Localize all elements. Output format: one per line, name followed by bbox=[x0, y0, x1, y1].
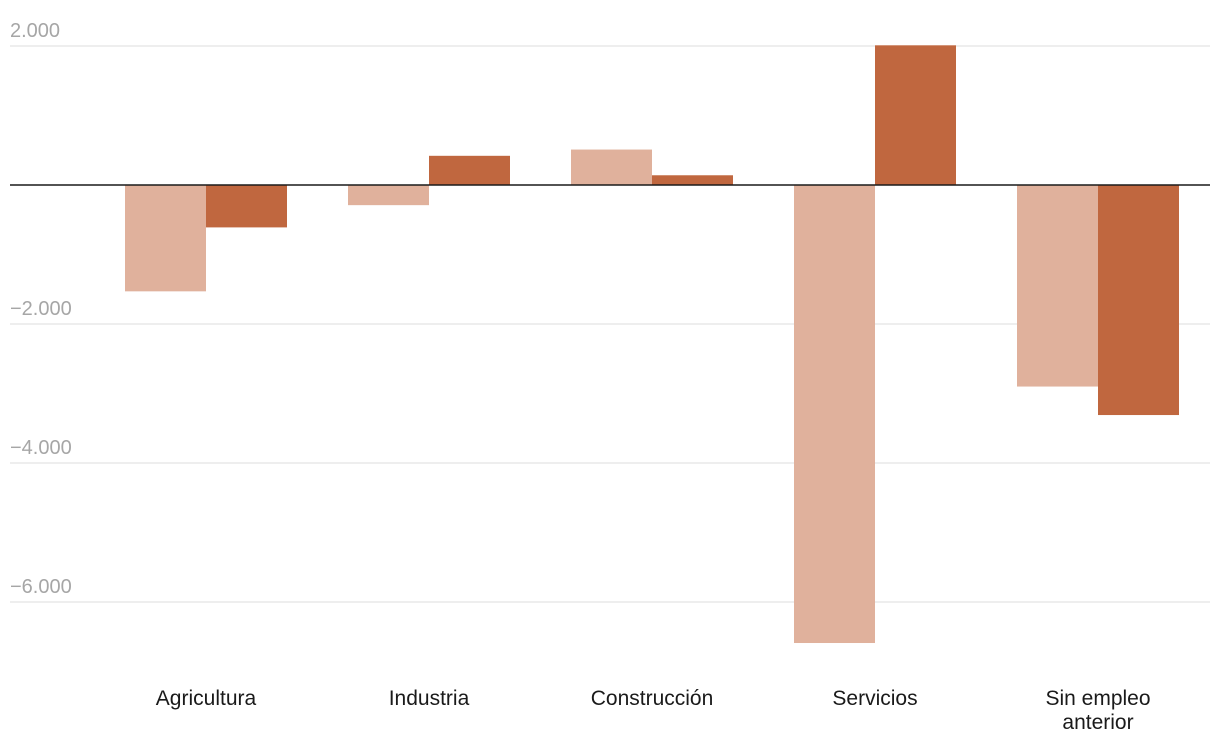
category-label-line: Industria bbox=[389, 687, 470, 710]
category-label: Sin empleo anterior bbox=[1045, 687, 1150, 734]
category-label-line: Construcción bbox=[591, 687, 714, 710]
category-label-line: anterior bbox=[1062, 711, 1133, 734]
y-tick-label: −2.000 bbox=[10, 298, 72, 320]
category-label: Construcción bbox=[591, 687, 714, 710]
bar-series-1-3 bbox=[794, 185, 875, 644]
y-tick-label: −6.000 bbox=[10, 576, 72, 598]
bar-series-1-0 bbox=[125, 185, 206, 292]
category-label: Servicios bbox=[832, 687, 917, 710]
bar-series-1-2 bbox=[571, 149, 652, 185]
bar-series-2-0 bbox=[206, 185, 287, 228]
category-label-line: Sin empleo bbox=[1045, 687, 1150, 710]
bar-series-2-4 bbox=[1098, 185, 1179, 416]
category-labels: Agricultura Industria Construcción Servicio… bbox=[156, 687, 1151, 734]
y-tick-labels: 2.000 −2.000 −4.000 −6.000 bbox=[10, 20, 72, 598]
y-tick-label: −4.000 bbox=[10, 437, 72, 459]
category-label-line: Agricultura bbox=[156, 687, 257, 710]
bar-series-1-1 bbox=[348, 185, 429, 206]
grid-layer bbox=[10, 45, 1210, 603]
bar-series-2-2 bbox=[652, 175, 733, 185]
bars-layer bbox=[125, 45, 1179, 644]
category-label-line: Servicios bbox=[832, 687, 917, 710]
category-label: Industria bbox=[389, 687, 470, 710]
y-tick-label: 2.000 bbox=[10, 20, 60, 42]
category-label: Agricultura bbox=[156, 687, 257, 710]
bar-series-2-3 bbox=[875, 45, 956, 186]
bar-series-1-4 bbox=[1017, 185, 1098, 387]
bar-series-2-1 bbox=[429, 155, 510, 185]
